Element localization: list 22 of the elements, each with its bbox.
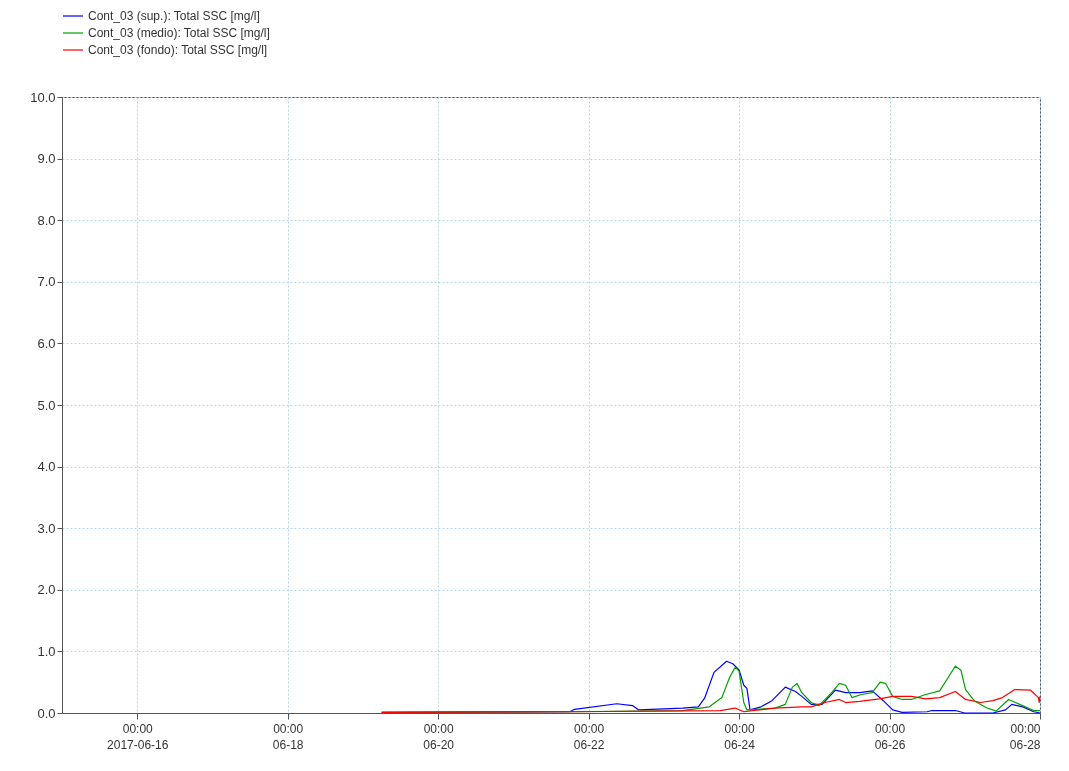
x-tick-label: 00:00 06-18 bbox=[272, 721, 304, 752]
y-tick-label: 0.0 bbox=[37, 705, 56, 721]
y-tick-label: 6.0 bbox=[37, 335, 56, 351]
x-tick-label: 00:00 2017-06-16 bbox=[107, 721, 169, 752]
legend-label: Cont_03 (medio): Total SSC [mg/l] bbox=[88, 26, 270, 40]
y-tick-label: 2.0 bbox=[37, 582, 56, 598]
y-tick-label: 1.0 bbox=[37, 643, 56, 659]
x-tick-label: 00:00 06-24 bbox=[724, 721, 756, 752]
y-tick-label: 4.0 bbox=[37, 459, 56, 475]
y-tick-label: 5.0 bbox=[37, 397, 56, 413]
y-tick-label: 7.0 bbox=[37, 274, 56, 290]
line-series bbox=[381, 688, 1041, 713]
y-tick-label: 9.0 bbox=[37, 151, 56, 167]
x-tick-label: 00:00 06-28 bbox=[1009, 721, 1041, 752]
y-tick-label: 3.0 bbox=[37, 520, 56, 536]
y-tick-label: 8.0 bbox=[37, 212, 56, 228]
y-tick-label: 10.0 bbox=[30, 89, 56, 105]
x-tick-label: 00:00 06-26 bbox=[874, 721, 906, 752]
legend-label: Cont_03 (fondo): Total SSC [mg/l] bbox=[88, 43, 268, 57]
legend-label: Cont_03 (sup.): Total SSC [mg/l] bbox=[88, 9, 260, 23]
x-tick-label: 00:00 06-20 bbox=[423, 721, 455, 752]
x-tick-label: 00:00 06-22 bbox=[573, 721, 605, 752]
